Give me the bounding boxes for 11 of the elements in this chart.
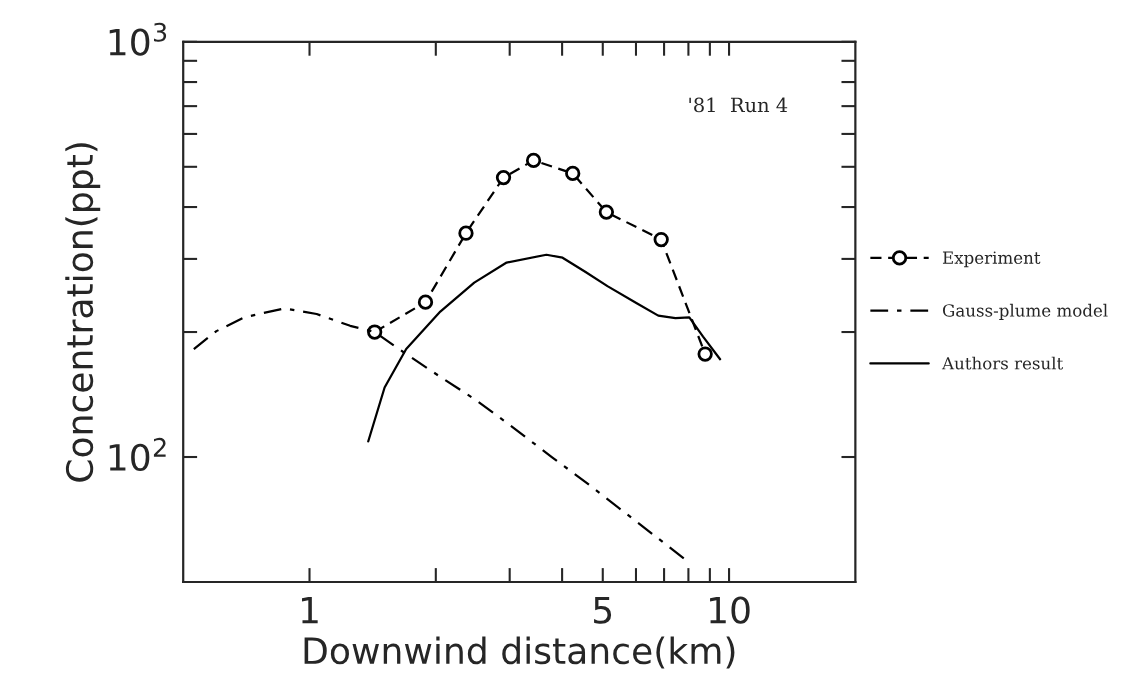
legend-label: Experiment — [942, 251, 1041, 268]
y-axis-title: Concentration(ppt) — [65, 143, 101, 482]
legend-label: Gauss-plume model — [942, 303, 1108, 320]
x-tick-label: 5 — [594, 597, 612, 624]
x-tick-label: 1 — [301, 597, 318, 624]
y-tick-label: 10$^{2}$ — [109, 437, 166, 471]
legend-label: Authors result — [941, 356, 1064, 370]
x-axis-title: Downwind distance(km) — [304, 636, 735, 669]
x-tick-label: 10 — [710, 596, 750, 624]
annotation: '81 Run 4 — [689, 97, 788, 113]
y-tick-label: 10$^{3}$ — [109, 22, 167, 56]
